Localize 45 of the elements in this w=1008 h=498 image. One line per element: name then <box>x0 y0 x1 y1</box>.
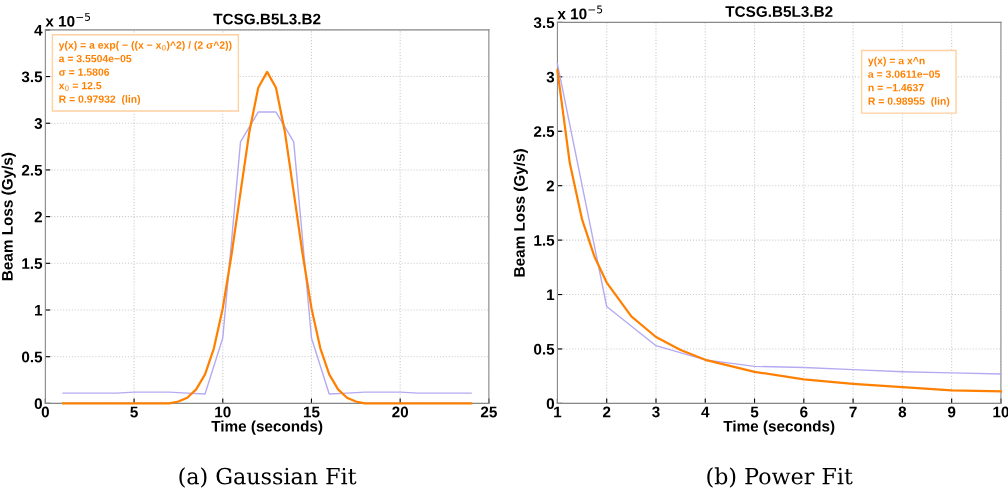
x-tick-label: 15 <box>303 406 320 418</box>
x-tick-label: 25 <box>480 406 497 418</box>
x-tick-label: 8 <box>898 406 907 418</box>
text: x 10$^{−5}$ <box>557 5 603 20</box>
y-tick-label: 1 <box>547 289 555 301</box>
x-tick-label: 9 <box>947 406 956 418</box>
text: (a) Gaussian Fit <box>179 467 357 488</box>
x-tick-label: 7 <box>849 406 857 418</box>
line-series <box>62 111 472 395</box>
y-tick-label: 2 <box>546 180 555 192</box>
text: x 10$^{−5}$ <box>45 12 91 27</box>
y-tick-label: 0.5 <box>21 351 43 363</box>
x-tick-label: 2 <box>602 406 611 418</box>
x-tick-label: 6 <box>800 406 808 418</box>
x-tick-label: 10 <box>993 406 1008 418</box>
y-tick-label: 0 <box>34 398 42 410</box>
y-tick-label: 3 <box>34 118 43 129</box>
x-axis-title: Time (seconds) <box>211 420 323 435</box>
y-tick-label: 1.5 <box>22 258 43 269</box>
annotation: y(x) = a x^n a = 3.0611e−05 n = −1.4637 R = 0.98955 (lin) <box>867 56 950 107</box>
y-tick-label: 3.5 <box>21 71 43 83</box>
text: y(x) = a exp( − ((x − x$_{0}$)^2) / (2 σ^2)) a = 3.5504e−05 σ = 1.5806 x$_{0}$ = 12.5 R = 0.97932 (lin) <box>58 41 232 105</box>
y-tick-label: 1.5 <box>534 235 555 246</box>
y-tick-label: 3.5 <box>533 17 555 29</box>
x-tick-label: 5 <box>130 406 138 418</box>
y-tick-label: 4 <box>34 24 43 36</box>
y-tick-label: 0.5 <box>534 343 555 355</box>
x-tick-label: 10 <box>215 406 231 418</box>
y-axis-title: Beam Loss (Gy/s) <box>1 152 16 281</box>
line-series <box>61 70 473 405</box>
x-tick-label: 3 <box>652 406 660 418</box>
x-tick-label: 4 <box>701 406 710 418</box>
y-axis-title: Beam Loss (Gy/s) <box>513 149 528 277</box>
y-tick-label: 2.5 <box>21 164 43 176</box>
x-tick-label: 5 <box>750 406 759 418</box>
y-tick-label: 1 <box>35 305 43 316</box>
y-tick-label: 2.5 <box>533 126 555 137</box>
chart-title: TCSG.B5L3.B2 <box>725 6 833 18</box>
chart-title: TCSG.B5L3.B2 <box>213 13 321 25</box>
y-tick-label: 0 <box>546 398 555 410</box>
y-tick-label: 2 <box>34 211 42 223</box>
x-axis-title: Time (seconds) <box>723 420 835 435</box>
text: (b) Power Fit <box>707 467 853 488</box>
y-tick-label: 3 <box>546 71 555 83</box>
x-tick-label: 20 <box>392 406 409 418</box>
